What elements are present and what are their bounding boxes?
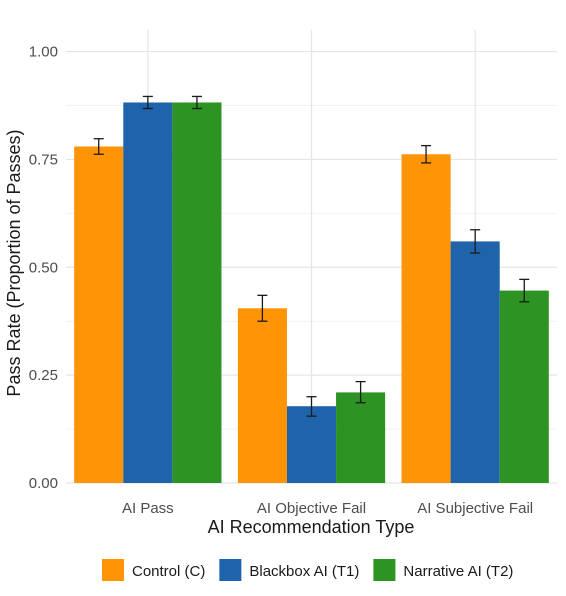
y-tick-labels: 0.00 0.25 0.50 0.75 1.00: [29, 44, 58, 492]
legend: Control (C) Blackbox AI (T1) Narrative AI …: [102, 559, 513, 581]
legend-label: Blackbox AI (T1): [249, 563, 359, 580]
bar: [123, 102, 173, 483]
y-tick-label: 0.50: [29, 259, 58, 276]
legend-label: Narrative AI (T2): [403, 563, 513, 580]
bar: [450, 241, 500, 483]
bar: [237, 308, 287, 483]
bar: [74, 146, 124, 483]
x-axis-title: AI Recommendation Type: [208, 517, 415, 537]
bar: [499, 290, 549, 483]
bar: [401, 154, 451, 483]
bar: [172, 102, 222, 483]
x-tick-label: AI Subjective Fail: [417, 500, 533, 517]
x-tick-label: AI Objective Fail: [257, 500, 366, 517]
bars: [74, 102, 549, 483]
y-tick-label: 1.00: [29, 44, 58, 61]
legend-label: Control (C): [132, 563, 205, 580]
bar: [336, 392, 386, 483]
y-axis-title: Pass Rate (Proportion of Passes): [4, 129, 24, 396]
legend-swatch: [373, 559, 396, 581]
legend-swatch: [102, 559, 124, 581]
y-tick-label: 0.75: [29, 151, 58, 168]
bar: [286, 406, 337, 483]
x-tick-labels: AI Pass AI Objective Fail AI Subjective Fa…: [122, 500, 533, 517]
legend-swatch: [219, 559, 242, 581]
x-tick-label: AI Pass: [122, 500, 174, 517]
error-bars: [93, 95, 530, 417]
y-tick-label: 0.25: [29, 367, 58, 384]
y-tick-label: 0.00: [29, 475, 58, 492]
